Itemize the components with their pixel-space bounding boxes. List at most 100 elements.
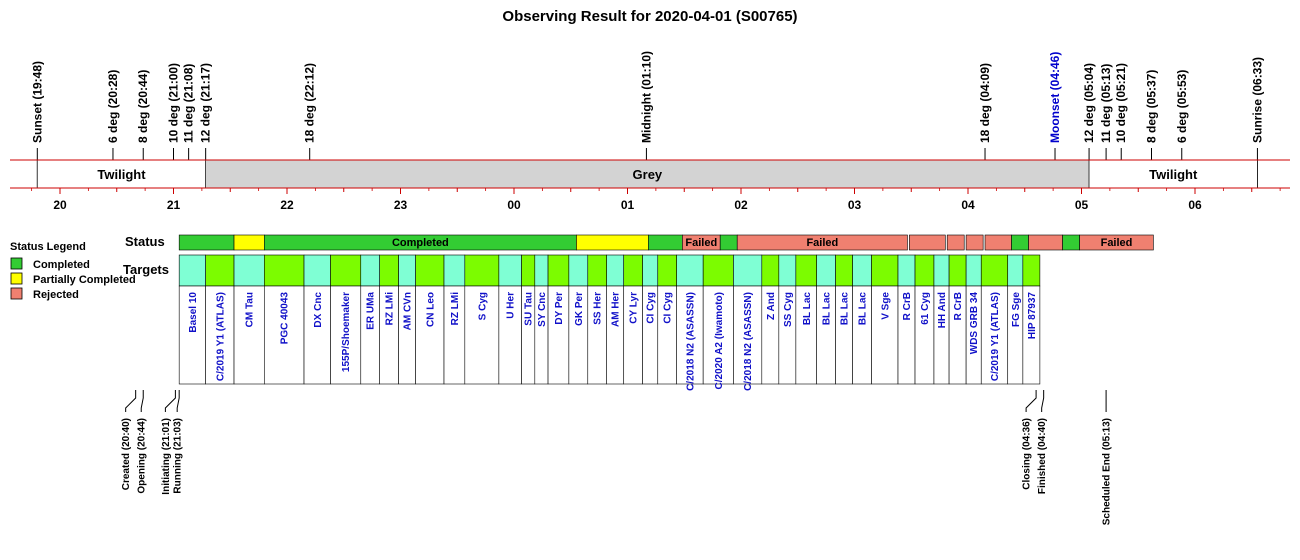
process-label-2: Initiating (21:01) (161, 418, 172, 495)
legend-swatch-rejected (10, 287, 23, 300)
event-label-4: 11 deg (21:08) (182, 64, 196, 143)
hour-label-10: 06 (1188, 198, 1202, 212)
status-segment-label-5: Failed (685, 237, 717, 249)
target-name-5: 155P/Shoemaker (341, 292, 352, 372)
band-label-1: Grey (633, 167, 663, 182)
status-segment-label-2: Completed (392, 237, 449, 249)
target-name-29: BL Lac (840, 292, 851, 326)
event-label-12: 10 deg (05:21) (1114, 63, 1128, 143)
hour-label-6: 02 (734, 198, 748, 212)
target-name-16: GK Per (574, 292, 585, 326)
process-label-3: Running (21:03) (173, 418, 184, 494)
target-block-32 (897, 254, 916, 287)
target-name-30: BL Lac (858, 292, 869, 326)
event-label-10: 12 deg (05:04) (1082, 63, 1096, 143)
status-segment-7 (736, 234, 908, 251)
target-name-7: RZ LMi (385, 292, 396, 326)
target-name-15: DY Per (554, 292, 565, 325)
target-name-14: SY Cnc (537, 292, 548, 327)
hour-label-7: 03 (848, 198, 862, 212)
target-name-27: BL Lac (802, 292, 813, 326)
target-name-12: U Her (506, 292, 517, 319)
process-leader-2 (164, 390, 176, 412)
hour-axis: 20 21 22 23 00 01 02 03 04 05 06 (31, 188, 1281, 212)
status-segment-13 (1028, 234, 1063, 251)
target-block-27 (795, 254, 817, 287)
target-name-20: CI Cyg (646, 292, 657, 324)
target-block-1 (205, 254, 235, 287)
target-label-box-37 (980, 285, 1009, 385)
target-label-box-9 (415, 285, 445, 385)
target-block-28 (816, 254, 836, 287)
target-block-34 (933, 254, 950, 287)
process-label-1: Opening (20:44) (137, 418, 148, 494)
legend-label-completed: Completed (33, 259, 90, 271)
target-label-box-11 (464, 285, 500, 385)
target-block-20 (642, 254, 659, 287)
target-block-26 (778, 254, 797, 287)
target-block-22 (676, 254, 704, 287)
process-leader-5 (1041, 390, 1045, 412)
target-block-15 (547, 254, 570, 287)
process-label-4: Closing (04:36) (1022, 418, 1033, 490)
target-block-18 (606, 254, 625, 287)
status-segment-3 (576, 234, 649, 251)
status-legend-title: Status Legend (10, 241, 86, 253)
target-name-19: CY Lyr (629, 292, 640, 324)
target-block-31 (871, 254, 899, 287)
legend-label-partial: Partially Completed (33, 274, 136, 286)
process-events: Created (20:40) Opening (20:44) Initiating… (121, 390, 1113, 525)
target-block-0 (178, 254, 206, 287)
status-row-label: Status (125, 234, 165, 249)
target-name-17: SS Her (593, 292, 604, 325)
target-name-34: HH And (937, 292, 948, 328)
target-block-23 (702, 254, 734, 287)
event-label-3: 10 deg (21:00) (167, 63, 181, 143)
target-name-32: R CrB (902, 292, 913, 320)
status-segment-0 (178, 234, 235, 251)
target-label-box-0 (178, 285, 206, 385)
target-block-30 (852, 254, 872, 287)
target-block-2 (233, 254, 265, 287)
hour-label-9: 05 (1075, 198, 1089, 212)
target-name-1: C/2019 Y1 (ATLAS) (215, 292, 226, 381)
status-row: Completed Failed Failed Failed (178, 234, 1154, 251)
target-name-28: BL Lac (822, 292, 833, 326)
night-bands: Twilight Grey Twilight (10, 159, 1290, 189)
target-block-19 (623, 254, 643, 287)
target-block-10 (443, 254, 466, 287)
target-block-9 (415, 254, 445, 287)
status-segment-15 (1079, 234, 1154, 251)
hour-label-0: 20 (53, 198, 67, 212)
target-name-38: FG Sge (1011, 292, 1022, 327)
time-event-markers: Sunset (19:48) 6 deg (20:28) 8 deg (20:44)… (30, 51, 1264, 188)
target-name-35: R CrB (953, 292, 964, 320)
target-block-8 (398, 254, 416, 287)
status-legend: Status Legend Completed Partially Complet… (10, 241, 136, 301)
event-label-11: 11 deg (05:13) (1099, 64, 1113, 143)
process-leader-4 (1025, 390, 1037, 412)
legend-label-rejected: Rejected (33, 289, 79, 301)
event-label-9: Moonset (04:46) (1048, 52, 1062, 143)
target-name-4: DX Cnc (313, 292, 324, 328)
target-name-0: Basel 10 (188, 292, 199, 333)
status-segment-1 (233, 234, 265, 251)
target-block-36 (965, 254, 982, 287)
event-label-7: Midnight (01:10) (639, 51, 653, 143)
target-name-37: C/2019 Y1 (ATLAS) (990, 292, 1001, 381)
target-name-24: C/2018 N2 (ASASSN) (743, 292, 754, 391)
target-block-11 (464, 254, 500, 287)
target-name-9: CN Leo (425, 292, 436, 327)
status-segment-10 (965, 234, 984, 251)
status-segment-12 (1011, 234, 1029, 251)
target-block-12 (498, 254, 522, 287)
target-block-38 (1007, 254, 1024, 287)
target-block-25 (761, 254, 780, 287)
target-block-5 (330, 254, 362, 287)
target-name-22: C/2018 N2 (ASASSN) (685, 292, 696, 391)
process-leader-1 (140, 390, 144, 412)
target-name-2: CM Tau (245, 292, 256, 327)
event-label-14: 6 deg (05:53) (1175, 70, 1189, 143)
target-name-33: 61 Cyg (920, 292, 931, 325)
hour-label-2: 22 (280, 198, 294, 212)
